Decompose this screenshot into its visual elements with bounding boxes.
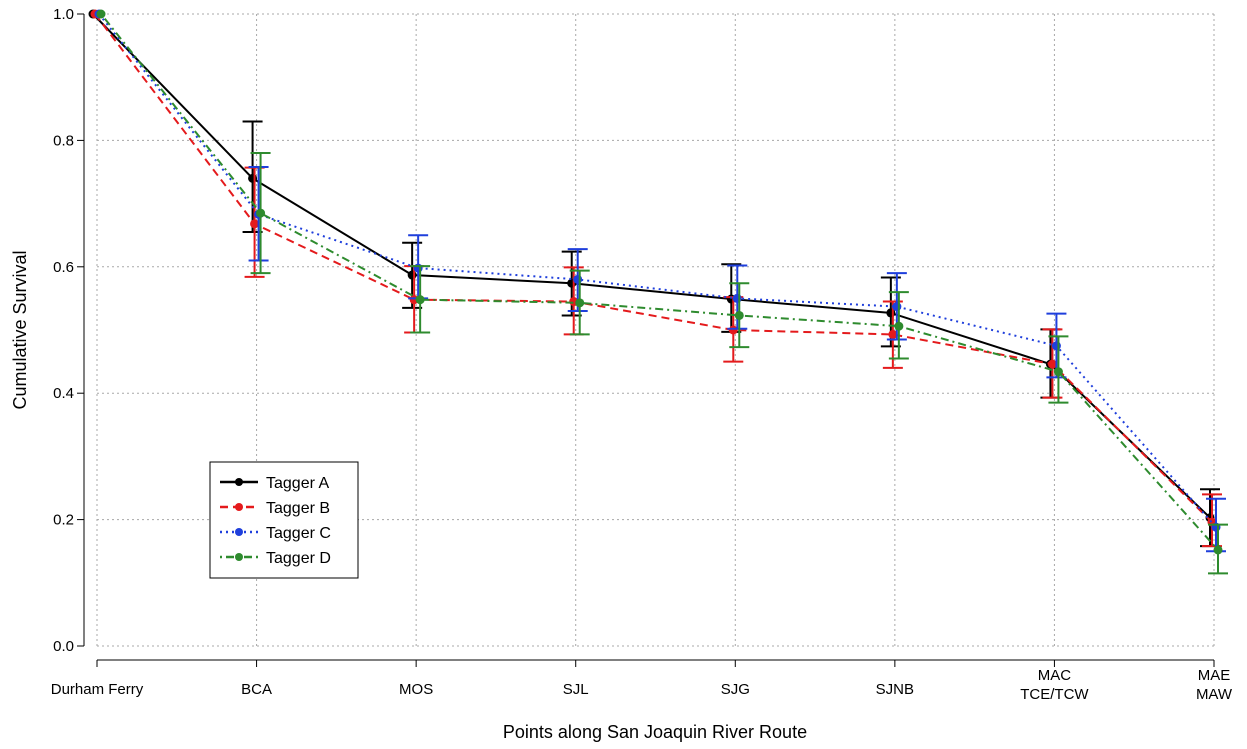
- x-axis-title: Points along San Joaquin River Route: [503, 722, 807, 742]
- legend-marker: [235, 503, 243, 511]
- legend-label: Tagger D: [266, 550, 331, 567]
- x-tick-label: MAE MAW: [1196, 667, 1233, 703]
- data-point: [1213, 545, 1223, 555]
- data-point: [407, 270, 417, 280]
- legend: Tagger A Tagger B Tagger C Tagger D: [209, 461, 359, 579]
- data-point: [413, 263, 423, 273]
- y-tick-label: 0.2: [53, 512, 74, 529]
- legend-marker: [235, 528, 243, 536]
- data-point: [573, 274, 583, 284]
- data-point: [894, 321, 904, 331]
- x-tick-label: BCA: [241, 681, 272, 698]
- data-point: [892, 302, 902, 312]
- series-line: [98, 13, 1217, 528]
- data-point: [734, 310, 744, 320]
- x-tick-label: SJL: [563, 681, 589, 698]
- series-tagger-b: [90, 9, 1222, 548]
- y-axis-title: Cumulative Survival: [10, 250, 30, 409]
- data-point: [248, 173, 258, 183]
- data-point: [1047, 359, 1057, 369]
- data-point: [256, 208, 266, 218]
- x-tick-label: SJNB: [876, 681, 914, 698]
- data-point: [888, 329, 898, 339]
- data-point: [250, 219, 260, 229]
- x-tick-label: SJG: [721, 681, 750, 698]
- data-point: [96, 9, 106, 19]
- x-tick-label: Durham Ferry: [51, 681, 144, 698]
- data-point: [1053, 367, 1063, 377]
- legend-label: Tagger A: [266, 475, 329, 492]
- x-tick-label: MOS: [399, 681, 433, 698]
- data-point: [732, 293, 742, 303]
- legend-label: Tagger C: [266, 525, 331, 542]
- legend-marker: [235, 553, 243, 561]
- y-tick-label: 0.6: [53, 259, 74, 276]
- y-tick-label: 0.8: [53, 132, 74, 149]
- y-tick-label: 0.0: [53, 638, 74, 655]
- data-point: [1051, 341, 1061, 351]
- series-line: [94, 13, 1213, 523]
- series-line: [92, 13, 1211, 519]
- data-point: [575, 298, 585, 308]
- y-tick-label: 1.0: [53, 6, 74, 23]
- y-tick-label: 0.4: [53, 385, 74, 402]
- series-group: [88, 9, 1228, 575]
- series-line: [100, 13, 1219, 551]
- x-tick-label: MAC TCE/TCW: [1020, 667, 1089, 703]
- data-point: [415, 295, 425, 305]
- legend-marker: [235, 478, 243, 486]
- axes: Durham Ferry BCA MOS SJL SJG SJNB MAC TCE/TCW MA…: [51, 6, 1233, 703]
- series-tagger-d: [96, 9, 1228, 575]
- legend-label: Tagger B: [266, 500, 330, 517]
